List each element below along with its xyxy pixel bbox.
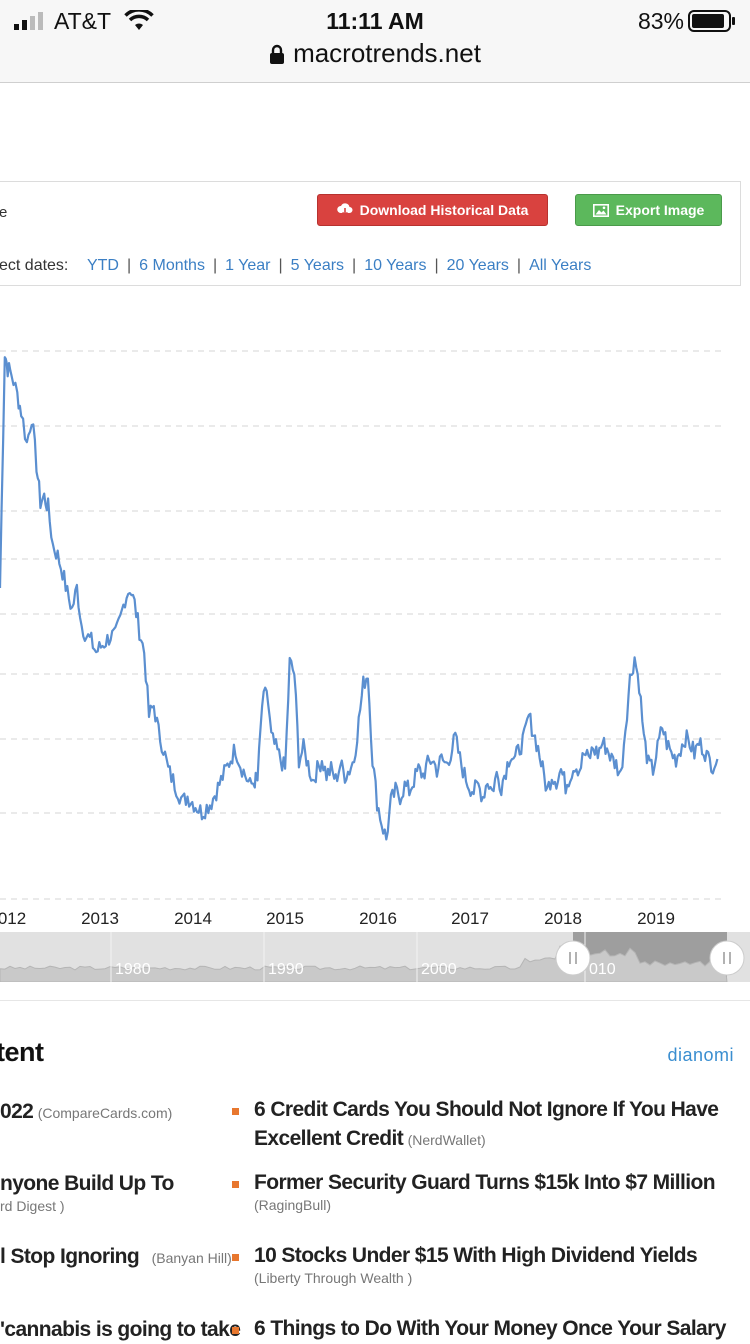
zoom-all-years[interactable]: All Years	[529, 257, 592, 274]
navigator-series	[0, 945, 728, 982]
right-item-3[interactable]: 10 Stocks Under $15 With High Dividend Y…	[254, 1241, 744, 1286]
x-tick-label: 2015	[266, 909, 304, 928]
left-item-4[interactable]: 'cannabis is going to take	[0, 1315, 241, 1344]
battery-percentage: 83%	[637, 8, 684, 34]
cloud-download-icon	[336, 203, 353, 217]
cellular-signal-icon	[14, 12, 43, 30]
right-item-source: (Liberty Through Wealth )	[254, 1270, 413, 1286]
zoom-5-years[interactable]: 5 Years	[290, 257, 345, 274]
separator: |	[126, 257, 132, 274]
left-item-headline: 022	[0, 1100, 34, 1123]
navigator-label: 1990	[268, 961, 304, 978]
separator: |	[352, 257, 357, 274]
carrier-name: AT&T	[54, 8, 112, 34]
right-item-source: (NerdWallet)	[407, 1132, 486, 1148]
status-time: 11:11 AM	[326, 8, 424, 34]
right-item-headline: Former Security Guard Turns $15k Into $7…	[254, 1171, 716, 1194]
x-tick-label: 2014	[174, 909, 212, 928]
zoom-1-year[interactable]: 1 Year	[225, 257, 271, 274]
right-item-headline-cont: Excellent Credit	[254, 1127, 404, 1150]
right-item-1[interactable]: 6 Credit Cards You Should Not Ignore If …	[254, 1095, 744, 1153]
x-tick-label: 012	[0, 909, 26, 928]
bullet	[232, 1108, 239, 1115]
right-item-4[interactable]: 6 Things to Do With Your Money Once Your…	[254, 1314, 744, 1343]
download-label: Download Historical Data	[359, 202, 529, 218]
navigator-label: 2000	[421, 961, 457, 978]
left-item-source: (CompareCards.com)	[37, 1105, 173, 1121]
left-item-headline: nyone Build Up To	[0, 1172, 174, 1195]
separator: |	[516, 257, 522, 274]
url-text: macrotrends.net	[293, 38, 481, 68]
zoom-10-years[interactable]: 10 Years	[364, 257, 427, 274]
dianomi-logo[interactable]: dianomi	[667, 1045, 734, 1065]
left-item-3[interactable]: l Stop Ignoring (Banyan Hill)	[0, 1242, 232, 1271]
x-tick-label: 2013	[81, 909, 119, 928]
right-item-2[interactable]: Former Security Guard Turns $15k Into $7…	[254, 1168, 744, 1213]
navigator-label: 1980	[115, 961, 151, 978]
navigator-labels: 1980 1990 2000 010	[110, 932, 616, 982]
chart-grid	[0, 350, 722, 900]
price-line	[0, 356, 719, 841]
separator: |	[212, 257, 218, 274]
section-title: tent	[0, 1037, 44, 1067]
sponsored-content: tent dianomi 022 (CompareCards.com) nyon…	[0, 1000, 750, 1341]
right-item-headline: 6 Things to Do With Your Money Once Your…	[254, 1317, 726, 1340]
image-icon	[592, 203, 609, 217]
left-item-headline: l Stop Ignoring	[0, 1245, 140, 1268]
address-bar[interactable]: macrotrends.net	[0, 38, 750, 69]
wifi-icon	[124, 10, 154, 30]
browser-top-bar: AT&T 11:11 AM 83% macrotrends.net	[0, 0, 750, 83]
bullet	[232, 1181, 239, 1188]
zoom-range-selector: ect dates: YTD | 6 Months | 1 Year | 5 Years | 1…	[0, 257, 591, 275]
zoom-20-years[interactable]: 20 Years	[446, 257, 509, 274]
x-tick-label: 2019	[637, 909, 675, 928]
status-bar: AT&T 11:11 AM 83%	[0, 6, 750, 36]
download-historical-data-button[interactable]: Download Historical Data	[317, 194, 548, 226]
left-item-headline: 'cannabis is going to take	[0, 1318, 241, 1341]
separator: |	[434, 257, 439, 274]
bullet	[232, 1254, 239, 1261]
left-item-1[interactable]: 022 (CompareCards.com)	[0, 1097, 172, 1126]
x-tick-label: 2016	[359, 909, 397, 928]
chart-navigator[interactable]: 1980 1990 2000 010	[0, 932, 750, 982]
right-item-headline: 10 Stocks Under $15 With High Dividend Y…	[254, 1244, 698, 1267]
lock-icon	[270, 44, 285, 64]
chart-controls: e Download Historical Data Export Image …	[0, 181, 741, 286]
navigator-right-handle[interactable]	[709, 940, 745, 976]
export-label: Export Image	[615, 202, 705, 218]
export-image-button[interactable]: Export Image	[575, 194, 722, 226]
zoom-6-months[interactable]: 6 Months	[139, 257, 205, 274]
right-item-source: (RagingBull)	[254, 1197, 332, 1213]
price-chart[interactable]: 012 2013 2014 2015 2016 2017 2018 2019	[0, 286, 750, 932]
bullet	[232, 1327, 239, 1334]
x-axis-ticks: 012 2013 2014 2015 2016 2017 2018 2019	[0, 909, 675, 928]
x-tick-label: 2018	[544, 909, 582, 928]
x-tick-label: 2017	[451, 909, 489, 928]
navigator-left-handle[interactable]	[555, 940, 591, 976]
navigator-label: 010	[589, 961, 616, 978]
left-item-source: rd Digest )	[0, 1198, 65, 1214]
zoom-prefix: ect dates:	[0, 257, 69, 274]
right-item-headline: 6 Credit Cards You Should Not Ignore If …	[254, 1098, 719, 1121]
battery-icon	[688, 10, 735, 32]
partial-label: e	[0, 204, 8, 221]
zoom-ytd[interactable]: YTD	[86, 257, 119, 274]
left-item-source: (Banyan Hill)	[151, 1250, 232, 1266]
left-item-2[interactable]: nyone Build Up To rd Digest )	[0, 1169, 174, 1214]
separator: |	[278, 257, 283, 274]
